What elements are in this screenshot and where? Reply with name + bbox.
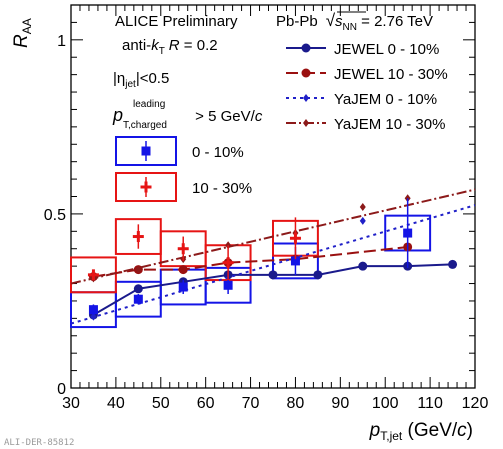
y-axis-title-main: R [11, 34, 32, 48]
yajem-10-30--marker [359, 202, 366, 211]
pt-sup-label: leading [133, 99, 165, 110]
jewel-0-10--marker [268, 270, 278, 280]
pt-label: p > 5 GeV/c [112, 105, 263, 125]
data-point [133, 294, 143, 304]
legend-label: YaJEM 10 - 30% [334, 116, 445, 133]
x-axis-title-c: c [457, 420, 467, 441]
x-tick-label: 120 [462, 395, 489, 412]
legend-label: YaJEM 0 - 10% [334, 91, 437, 108]
x-tick-label: 70 [242, 395, 260, 412]
data-point [290, 256, 300, 266]
algo-k: k [151, 37, 160, 54]
legend-data-marker [141, 146, 151, 156]
eta-label: |ηjet|<0.5 [113, 70, 169, 90]
legend-marker [303, 94, 309, 102]
algo-ksub: T [159, 46, 165, 57]
pt-sub-label: T,charged [123, 120, 167, 131]
jewel-0-10--marker [358, 261, 368, 271]
legend-label: JEWEL 0 - 10% [334, 41, 439, 58]
x-tick-label: 110 [417, 395, 443, 412]
pt-rest: > 5 GeV/ [191, 108, 256, 125]
x-axis-title: pT,jet (GeV/c) [369, 420, 473, 443]
data-point [223, 280, 233, 290]
plot-frame [70, 4, 476, 389]
energy-label: = 2.76 TeV [357, 13, 433, 30]
data-point [178, 282, 188, 292]
y-tick-label: 0.5 [44, 207, 66, 224]
yajem-10-30--marker [135, 265, 142, 274]
y-axis-title: RAA [11, 18, 34, 48]
x-axis-title-sub: T,jet [380, 429, 403, 443]
jewel-10-30--line [93, 245, 408, 278]
yajem-0-10--marker [359, 216, 366, 225]
algo-r: R [169, 37, 180, 54]
x-tick-label: 50 [152, 395, 170, 412]
algo-label: anti-kT R = 0.2 [122, 37, 218, 57]
x-axis-title-unit: (GeV/ [402, 420, 458, 441]
prelim-label: ALICE Preliminary [115, 13, 238, 30]
sqrt-s: s [335, 13, 343, 30]
data-legend-label: 0 - 10% [192, 144, 244, 161]
legend-sys-box [115, 172, 177, 202]
x-tick-label: 30 [62, 395, 80, 412]
legend-label: JEWEL 10 - 30% [334, 66, 448, 83]
data-point [88, 305, 98, 315]
algo-prefix: anti- [122, 37, 151, 54]
jewel-10-30--marker [178, 265, 188, 275]
x-tick-label: 90 [331, 395, 349, 412]
x-tick-label: 80 [287, 395, 305, 412]
system-name: Pb-Pb [276, 13, 318, 30]
yajem-0-10--marker [90, 312, 97, 321]
x-tick-label: 60 [197, 395, 215, 412]
eta-close: |<0.5 [136, 70, 170, 87]
data-point [403, 228, 413, 238]
eta-open: |η [113, 70, 125, 87]
x-tick-label: 40 [107, 395, 125, 412]
pt-c: c [255, 108, 263, 125]
legend-marker [303, 119, 309, 127]
y-tick-label: 1 [57, 33, 66, 50]
legend-sys-box [115, 136, 177, 166]
watermark: ALI-DER-85812 [4, 438, 74, 448]
jewel-0-10--marker [313, 270, 323, 280]
x-axis-title-main: p [369, 420, 381, 441]
legend-marker [301, 43, 311, 53]
system-label: Pb-Pb √sNN = 2.76 TeV [276, 11, 433, 33]
sys-box [70, 256, 117, 294]
jewel-0-10--marker [448, 259, 458, 269]
pt-p: p [112, 105, 123, 125]
sqrt-sub: NN [343, 22, 357, 33]
jewel-0-10--marker [133, 284, 143, 294]
data-legend-label: 10 - 30% [192, 180, 252, 197]
eta-sub: jet [124, 79, 136, 90]
algo-val: = 0.2 [180, 37, 218, 54]
legend-marker [301, 68, 311, 78]
sqrt-sign: √ [326, 11, 336, 30]
x-tick-label: 100 [372, 395, 399, 412]
plot-area: 30 40 50 60 70 80 90 100 110 120 0 0.5 1 JEWEL 0 - 10… [44, 4, 489, 412]
y-axis-title-sub: AA [20, 18, 34, 34]
x-axis-title-close: ) [467, 420, 473, 441]
y-tick-label: 0 [57, 381, 66, 398]
